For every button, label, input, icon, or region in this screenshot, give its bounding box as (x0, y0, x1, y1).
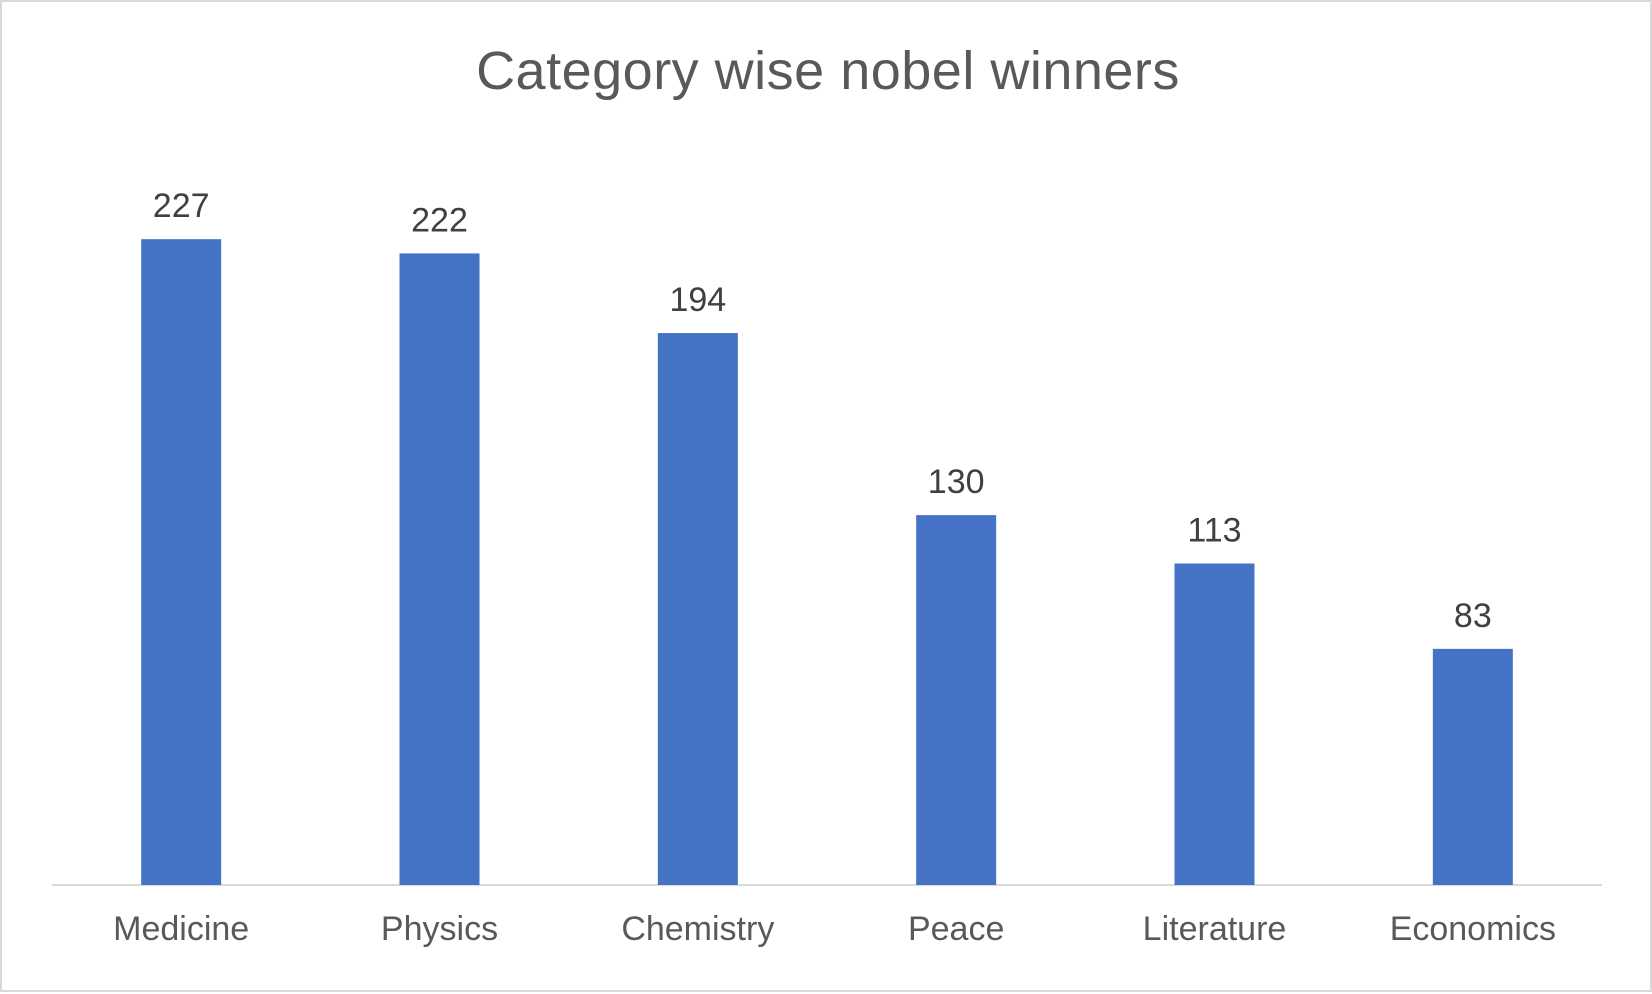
bar-literature (1174, 563, 1255, 885)
bar-economics (1432, 648, 1513, 885)
bars-group (141, 239, 1513, 885)
category-label-chemistry: Chemistry (621, 910, 774, 948)
data-label-economics: 83 (1454, 597, 1492, 635)
category-label-medicine: Medicine (113, 910, 249, 948)
data-label-literature: 113 (1187, 512, 1241, 550)
data-labels-group: 227 222 194 130 113 83 (153, 187, 1492, 635)
category-label-physics: Physics (381, 910, 498, 948)
bar-chemistry (657, 333, 738, 885)
category-label-literature: Literature (1143, 910, 1287, 948)
category-label-economics: Economics (1390, 910, 1556, 948)
category-labels-group: Medicine Physics Chemistry Peace Literature E… (113, 910, 1556, 948)
data-label-physics: 222 (411, 201, 468, 239)
data-label-medicine: 227 (153, 187, 210, 225)
category-label-peace: Peace (908, 910, 1004, 948)
bar-physics (399, 253, 480, 885)
chart-title: Category wise nobel winners (476, 41, 1180, 101)
bar-medicine (141, 239, 222, 885)
data-label-peace: 130 (928, 463, 985, 501)
data-label-chemistry: 194 (669, 281, 726, 319)
bar-peace (916, 515, 997, 885)
